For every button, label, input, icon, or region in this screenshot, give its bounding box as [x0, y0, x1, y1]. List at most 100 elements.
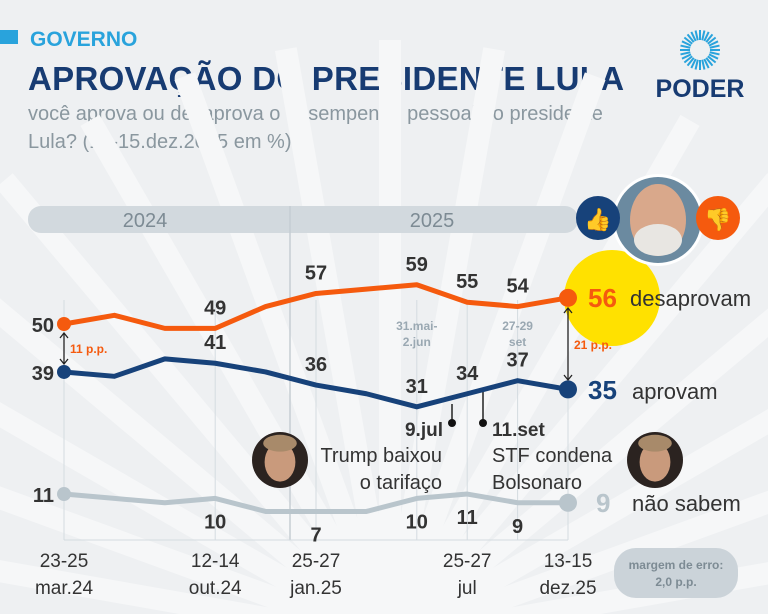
data-label-desaprova: 54	[506, 276, 529, 298]
x-tick-label: 13-15	[544, 551, 593, 572]
background-ray	[0, 402, 367, 614]
period-note: 27-29	[502, 319, 533, 333]
event-date: 11.set	[492, 420, 545, 441]
series-line-desaprova	[63, 282, 569, 331]
x-tick-label: 25-27	[292, 551, 341, 572]
trump-photo-hair	[263, 434, 297, 452]
logo-ray	[709, 51, 720, 56]
data-label-nao_sabem: 7	[310, 524, 321, 546]
data-label-nao_sabem: 10	[406, 511, 428, 533]
data-label-nao_sabem: 11	[457, 507, 478, 529]
final-value-aprova: 35	[588, 375, 617, 405]
data-point-desaprova	[559, 288, 577, 307]
logo-ray	[683, 55, 693, 64]
period-note: set	[509, 335, 526, 349]
event-text: STF condena	[492, 445, 613, 467]
gap-label: 11 p.p.	[70, 342, 107, 356]
event-text: o tarifaço	[360, 472, 442, 494]
background-ray	[383, 47, 506, 614]
kicker: GOVERNO	[30, 28, 138, 51]
logo-ray	[690, 58, 697, 69]
logo-ray	[705, 57, 714, 67]
year-label-2024: 2024	[123, 210, 168, 232]
data-label-aprova: 34	[456, 363, 479, 385]
data-label-aprova: 37	[506, 350, 528, 372]
background-ray	[413, 409, 768, 614]
logo-ray	[681, 53, 692, 60]
data-label-desaprova: 57	[305, 262, 327, 284]
data-point-aprova	[57, 364, 71, 379]
event-text: Bolsonaro	[492, 472, 582, 494]
year-label-2025: 2025	[410, 210, 455, 232]
logo-ray	[683, 36, 693, 45]
background-ray	[0, 486, 351, 614]
final-label-nao-sabem: não sabem	[632, 491, 741, 516]
bolsonaro-photo-face	[639, 442, 671, 482]
logo-ray	[686, 33, 695, 43]
chart-title: APROVAÇÃO DO PRESIDENTE LULA	[28, 60, 625, 97]
background-ray	[274, 47, 397, 614]
data-label-desaprova: 50	[32, 315, 54, 337]
gap-arrowhead	[59, 331, 69, 339]
background-rays	[0, 40, 768, 614]
logo-text: PODER	[655, 75, 745, 103]
event-date: 9.jul	[405, 420, 443, 441]
final-label-desaprova: desaprovam	[630, 286, 751, 311]
final-value-desaprova: 56	[588, 283, 617, 313]
final-value-nao-sabem: 9	[596, 488, 610, 518]
logo-ray	[694, 59, 699, 70]
data-label-nao_sabem: 11	[33, 485, 54, 507]
logo-ray	[701, 30, 706, 41]
series-line-nao_sabem	[63, 491, 568, 514]
data-label-aprova: 36	[305, 354, 327, 376]
bolsonaro-photo	[627, 432, 683, 488]
x-tick-label: mar.24	[35, 578, 94, 599]
data-label-nao_sabem: 10	[204, 511, 226, 533]
logo-ray	[708, 53, 719, 60]
data-label-nao_sabem: 9	[512, 516, 523, 538]
lula-photo-beard	[634, 224, 682, 256]
gap-arrowhead	[59, 358, 69, 366]
logo-ray	[686, 57, 695, 67]
logo-ray	[709, 44, 720, 49]
x-tick-label: jan.25	[289, 578, 342, 599]
event-marker-dot	[448, 419, 456, 427]
period-note: 2.jun	[403, 335, 431, 349]
series-line-aprova	[63, 356, 569, 410]
event-text: Trump baixou	[320, 445, 442, 467]
period-note: 31.mai-	[396, 319, 437, 333]
gap-arrowhead	[563, 306, 573, 314]
poder-logo: PODER	[655, 28, 745, 104]
data-label-aprova: 39	[32, 363, 54, 385]
logo-ray	[690, 31, 697, 42]
data-point-desaprova	[57, 317, 71, 331]
data-label-aprova: 41	[204, 332, 226, 354]
logo-ray	[708, 40, 719, 47]
logo-ray	[705, 33, 714, 43]
trump-photo-face	[264, 442, 296, 482]
thumbs-up-glyph: 👍	[584, 207, 611, 232]
data-point-nao_sabem	[559, 493, 577, 512]
background-ray	[0, 298, 377, 614]
data-label-desaprova: 49	[204, 297, 226, 319]
x-tick-label: 25-27	[443, 551, 492, 572]
thumbs-down-icon	[696, 196, 740, 240]
background-ray	[0, 560, 306, 614]
data-label-desaprova: 59	[406, 254, 428, 276]
gap-label: 21 p.p.	[574, 338, 612, 352]
logo-ray	[694, 30, 699, 41]
x-tick-label: out.24	[189, 578, 242, 599]
background-ray	[397, 173, 768, 614]
background-ray	[429, 490, 768, 614]
x-tick-label: dez.25	[539, 578, 596, 599]
event-marker-dot	[479, 419, 487, 427]
background-ray	[174, 72, 393, 614]
logo-ray	[707, 55, 717, 64]
data-label-desaprova: 55	[456, 271, 478, 293]
logo-ray	[680, 51, 691, 56]
logo-ray	[680, 44, 691, 49]
logo-ray	[703, 31, 710, 42]
x-tick-label: 23-25	[40, 551, 89, 572]
x-tick-label: 12-14	[191, 551, 240, 572]
margin-of-error-label: margem de erro:	[629, 558, 724, 572]
